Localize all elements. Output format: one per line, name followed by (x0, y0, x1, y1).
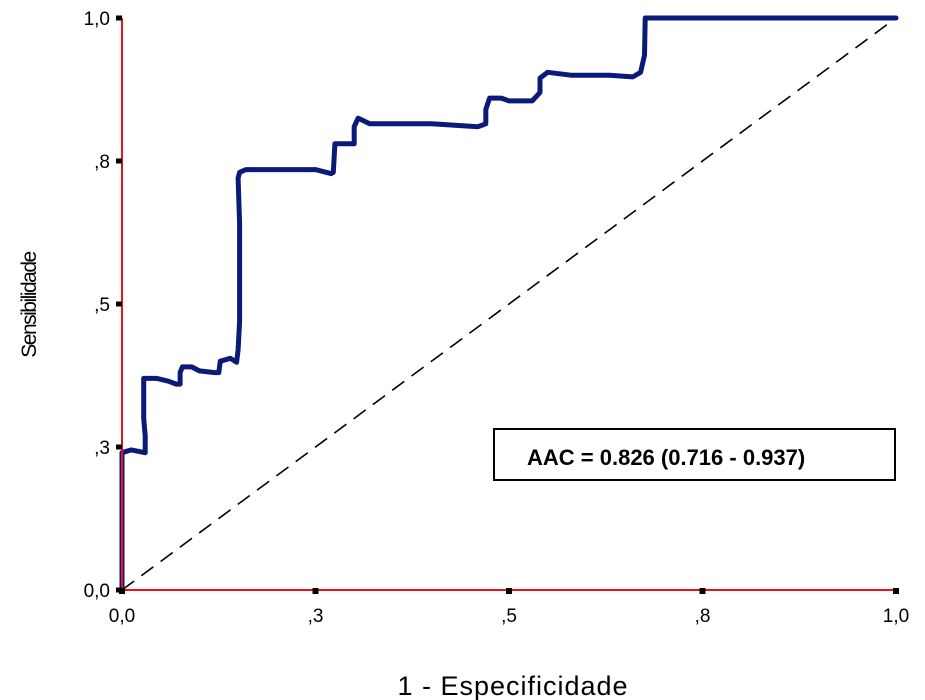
x-tick-label: 0,0 (109, 606, 135, 627)
auc-annotation-text: AAC = 0.826 (0.716 - 0.937) (527, 445, 805, 470)
y-tick-label: 0,0 (84, 581, 110, 602)
reference-line (121, 17, 897, 591)
y-tick-mark (116, 587, 122, 593)
y-tick-label: ,5 (94, 295, 110, 316)
auc-annotation-box: AAC = 0.826 (0.716 - 0.937) (493, 428, 896, 481)
y-tick-label: ,8 (94, 152, 110, 173)
y-tick-mark (116, 158, 122, 164)
x-tick-mark (312, 588, 319, 594)
x-tick-label: ,5 (501, 606, 517, 627)
x-axis-title: 1 - Especificidade (397, 671, 628, 700)
y-axis-title: Sensibilidade (18, 251, 41, 357)
auc-annotation-border (493, 428, 896, 481)
x-tick-label: ,3 (308, 606, 324, 627)
x-tick-label: ,8 (695, 606, 711, 627)
y-tick-mark (116, 15, 122, 21)
x-tick-label: 1,0 (883, 606, 909, 627)
ticks: 0,0 ,3 ,5 ,8 1,0 0,0 ,3 ,5 ,8 1,0 (84, 9, 910, 627)
y-tick-mark (116, 301, 122, 307)
y-tick-label: 1,0 (84, 9, 110, 30)
x-tick-mark (699, 588, 706, 594)
roc-curve-series (119, 15, 899, 593)
y-tick-mark (116, 444, 122, 450)
reference-diagonal (121, 17, 897, 591)
roc-curve-line (119, 15, 899, 593)
x-tick-mark (506, 588, 512, 594)
x-tick-mark (893, 588, 899, 594)
y-tick-label: ,3 (94, 438, 110, 459)
